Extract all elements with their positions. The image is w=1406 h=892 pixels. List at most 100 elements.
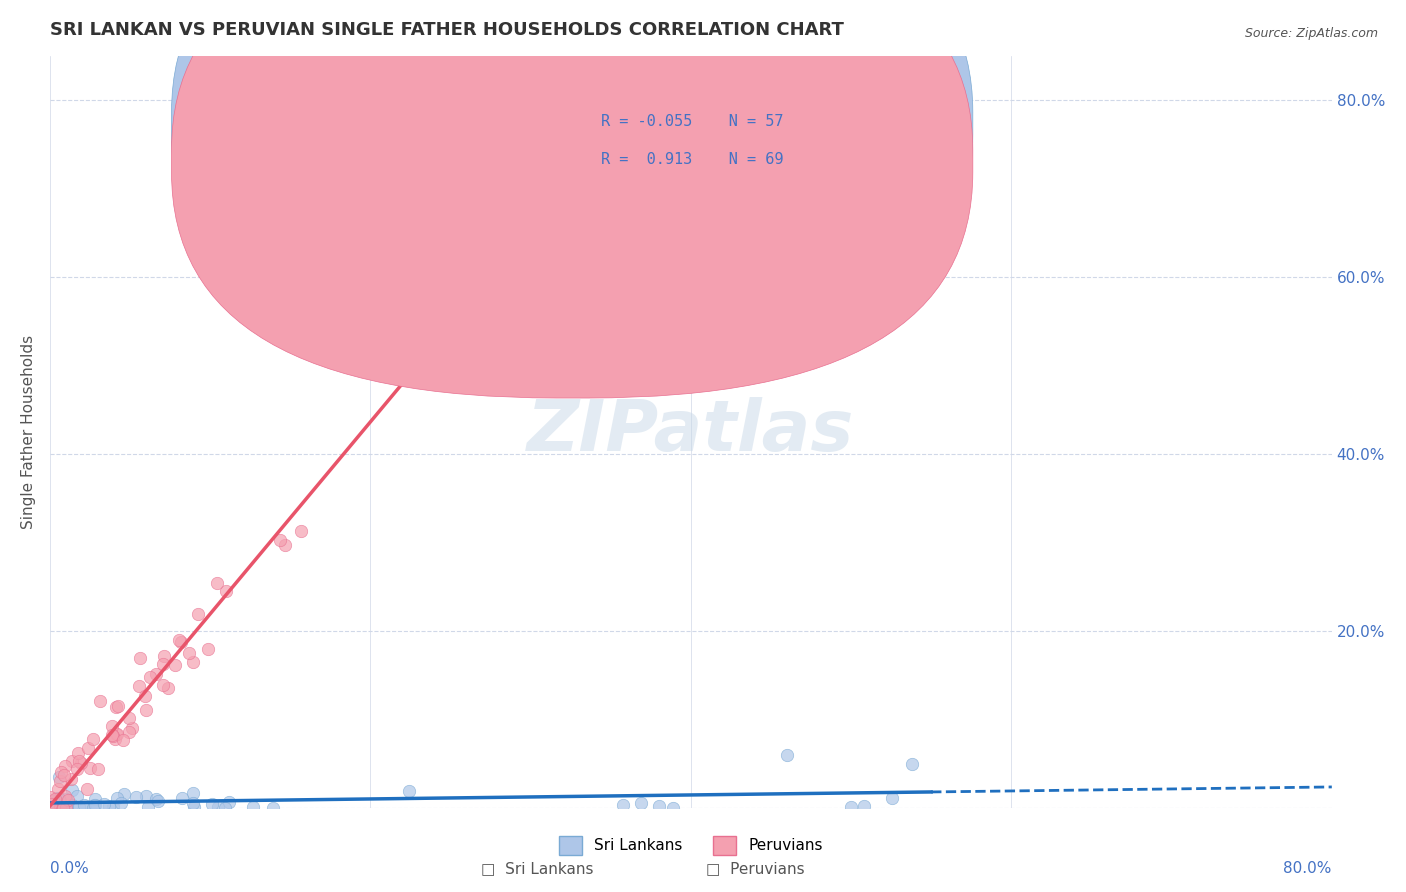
- Text: □  Peruvians: □ Peruvians: [706, 861, 804, 876]
- Sri Lankans: [839, 800, 862, 814]
- Peruvians: [135, 703, 157, 717]
- Sri Lankans: [41, 798, 63, 813]
- Peruvians: [118, 724, 141, 739]
- Peruvians: [46, 781, 69, 796]
- Peruvians: [152, 657, 174, 671]
- Peruvians: [49, 801, 72, 815]
- Peruvians: [101, 729, 124, 743]
- Sri Lankans: [101, 799, 124, 814]
- Peruvians: [53, 789, 76, 803]
- Text: 0.0%: 0.0%: [49, 861, 89, 876]
- Sri Lankans: [42, 794, 65, 808]
- Peruvians: [111, 732, 134, 747]
- Peruvians: [107, 698, 129, 713]
- Peruvians: [134, 690, 156, 704]
- Peruvians: [156, 681, 179, 695]
- Peruvians: [197, 642, 219, 657]
- Sri Lankans: [262, 801, 284, 815]
- FancyBboxPatch shape: [524, 78, 908, 199]
- Peruvians: [118, 711, 141, 725]
- Peruvians: [87, 762, 110, 776]
- Peruvians: [104, 727, 127, 741]
- Peruvians: [104, 700, 127, 714]
- Peruvians: [404, 373, 426, 387]
- Peruvians: [121, 722, 143, 736]
- Sri Lankans: [136, 800, 159, 814]
- Sri Lankans: [83, 801, 105, 815]
- Peruvians: [177, 646, 200, 660]
- Sri Lankans: [84, 792, 107, 806]
- Peruvians: [170, 635, 193, 649]
- Peruvians: [69, 756, 91, 770]
- Peruvians: [39, 797, 62, 811]
- Sri Lankans: [46, 790, 69, 805]
- Peruvians: [51, 765, 73, 780]
- Sri Lankans: [900, 756, 922, 771]
- Sri Lankans: [242, 800, 264, 814]
- Peruvians: [290, 524, 312, 539]
- Peruvians: [79, 761, 101, 775]
- FancyBboxPatch shape: [172, 0, 973, 398]
- Peruvians: [104, 731, 127, 746]
- Sri Lankans: [648, 798, 671, 813]
- Peruvians: [470, 289, 492, 303]
- FancyBboxPatch shape: [172, 0, 973, 360]
- Peruvians: [77, 740, 100, 755]
- Peruvians: [44, 799, 66, 814]
- Peruvians: [169, 633, 191, 648]
- Sri Lankans: [55, 800, 77, 814]
- Sri Lankans: [776, 747, 799, 762]
- Sri Lankans: [181, 786, 204, 800]
- Peruvians: [107, 727, 129, 741]
- Peruvians: [60, 772, 83, 786]
- Peruvians: [60, 754, 83, 768]
- Sri Lankans: [66, 789, 89, 804]
- Sri Lankans: [214, 801, 236, 815]
- Peruvians: [82, 731, 104, 746]
- Text: R =  0.913    N = 69: R = 0.913 N = 69: [600, 152, 783, 167]
- Sri Lankans: [172, 790, 194, 805]
- Sri Lankans: [630, 796, 652, 810]
- Peruvians: [139, 671, 162, 685]
- Peruvians: [181, 655, 204, 669]
- Sri Lankans: [46, 798, 69, 813]
- Sri Lankans: [93, 797, 115, 811]
- Sri Lankans: [135, 789, 157, 803]
- Sri Lankans: [97, 798, 120, 813]
- Peruvians: [44, 792, 66, 806]
- Peruvians: [475, 278, 498, 293]
- Peruvians: [53, 759, 76, 773]
- Sri Lankans: [181, 796, 204, 810]
- Peruvians: [215, 583, 238, 598]
- Sri Lankans: [49, 794, 72, 808]
- Sri Lankans: [67, 800, 90, 814]
- Peruvians: [457, 296, 479, 310]
- Peruvians: [519, 219, 541, 233]
- Sri Lankans: [46, 797, 69, 812]
- Peruvians: [76, 781, 98, 796]
- Peruvians: [269, 533, 291, 548]
- Peruvians: [67, 754, 90, 768]
- Text: 80.0%: 80.0%: [1284, 861, 1331, 876]
- Peruvians: [66, 762, 89, 776]
- Sri Lankans: [124, 789, 146, 804]
- Sri Lankans: [56, 799, 79, 814]
- Peruvians: [152, 678, 174, 692]
- Sri Lankans: [55, 792, 77, 806]
- Sri Lankans: [39, 796, 62, 810]
- Peruvians: [145, 666, 167, 681]
- Sri Lankans: [145, 792, 167, 806]
- Sri Lankans: [48, 771, 70, 785]
- Peruvians: [49, 774, 72, 789]
- Sri Lankans: [82, 800, 104, 814]
- Peruvians: [456, 181, 478, 195]
- Peruvians: [205, 576, 228, 591]
- Peruvians: [488, 297, 510, 311]
- Sri Lankans: [112, 787, 135, 801]
- Sri Lankans: [612, 798, 634, 813]
- Sri Lankans: [48, 790, 70, 805]
- Sri Lankans: [48, 792, 70, 806]
- Sri Lankans: [852, 799, 875, 814]
- Text: R = -0.055    N = 57: R = -0.055 N = 57: [600, 114, 783, 129]
- Sri Lankans: [60, 783, 83, 797]
